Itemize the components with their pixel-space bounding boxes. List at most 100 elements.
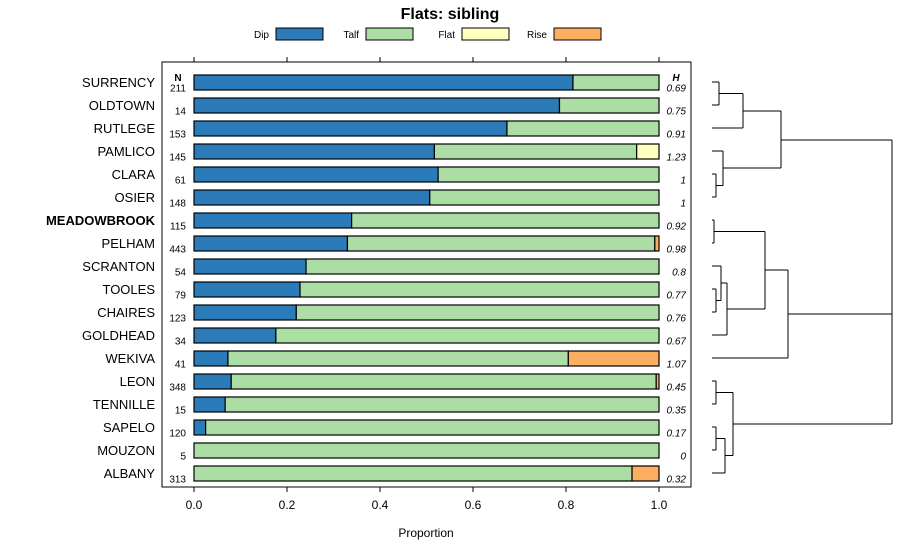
bar-segment-talf bbox=[351, 212, 660, 229]
bar-segment-dip bbox=[193, 143, 436, 160]
row-sapelo: SAPELO 120 0.17 bbox=[103, 419, 687, 440]
bar-segment-dip bbox=[193, 235, 349, 252]
h-value: 0.32 bbox=[667, 475, 687, 486]
legend-label-flat: Flat bbox=[438, 30, 455, 41]
site-label: MOUZON bbox=[97, 443, 155, 458]
x-tick-label: 0.0 bbox=[186, 498, 203, 512]
h-value: 0 bbox=[680, 452, 686, 463]
h-value: 1.07 bbox=[667, 360, 687, 371]
h-value: 0.69 bbox=[667, 84, 687, 95]
bar-segment-dip bbox=[193, 396, 226, 413]
h-value: 0.76 bbox=[667, 314, 687, 325]
h-value: 0.77 bbox=[667, 291, 687, 302]
legend-swatch-rise bbox=[553, 27, 602, 41]
site-label: PAMLICO bbox=[97, 144, 155, 159]
site-label: CHAIRES bbox=[97, 305, 155, 320]
h-value: 0.98 bbox=[667, 245, 687, 256]
bar-segment-dip bbox=[193, 258, 307, 275]
bar-segment-dip bbox=[193, 281, 301, 298]
bar-segment-talf bbox=[572, 74, 660, 91]
bar-segment-talf bbox=[193, 442, 660, 459]
legend-swatch-talf bbox=[365, 27, 414, 41]
plot-panel bbox=[161, 61, 692, 488]
bar-segment-dip bbox=[193, 97, 561, 114]
legend-swatch-flat bbox=[461, 27, 510, 41]
chart-title: Flats: sibling bbox=[401, 6, 500, 23]
bar-segment-dip bbox=[193, 212, 353, 229]
bar-segment-talf bbox=[205, 419, 660, 436]
bar-segment-flat bbox=[636, 143, 660, 160]
bar-segment-dip bbox=[193, 304, 297, 321]
x-tick-label: 0.6 bbox=[465, 498, 482, 512]
h-value: 0.91 bbox=[667, 130, 686, 141]
x-axis: 0.0 0.2 0.4 0.6 0.8 1.0 bbox=[186, 57, 668, 512]
h-column-header: H bbox=[672, 73, 680, 84]
h-value: 0.35 bbox=[667, 406, 687, 417]
site-label: OLDTOWN bbox=[89, 98, 155, 113]
bar-segment-rise bbox=[631, 465, 660, 482]
dendrogram bbox=[712, 81, 893, 474]
row-scranton: SCRANTON 54 0.8 bbox=[82, 258, 686, 279]
n-column-header: N bbox=[174, 73, 181, 84]
bar-segment-dip bbox=[193, 120, 508, 137]
bar-segment-rise bbox=[655, 373, 660, 390]
bar-segment-talf bbox=[227, 350, 569, 367]
bar-segment-talf bbox=[305, 258, 660, 275]
row-wekiva: WEKIVA 41 1.07 bbox=[105, 350, 687, 371]
bar-segment-talf bbox=[429, 189, 660, 206]
site-label: WEKIVA bbox=[105, 351, 155, 366]
bar-segment-talf bbox=[295, 304, 660, 321]
legend-label-rise: Rise bbox=[527, 30, 547, 41]
bar-segment-talf bbox=[437, 166, 660, 183]
row-albany: ALBANY 313 0.32 bbox=[104, 465, 687, 486]
n-value: 443 bbox=[169, 245, 186, 256]
site-label: CLARA bbox=[112, 167, 156, 182]
site-label: SCRANTON bbox=[82, 259, 155, 274]
h-value: 0.17 bbox=[667, 429, 687, 440]
site-label: RUTLEGE bbox=[94, 121, 156, 136]
h-value: 0.8 bbox=[672, 268, 686, 279]
bar-segment-dip bbox=[193, 74, 574, 91]
bar-segment-dip bbox=[193, 189, 431, 206]
row-surrency: SURRENCY 211 0.69 bbox=[82, 74, 687, 95]
row-goldhead: GOLDHEAD 34 0.67 bbox=[82, 327, 686, 348]
n-value: 148 bbox=[169, 199, 186, 210]
bar-segment-talf bbox=[193, 465, 633, 482]
row-osier: OSIER 148 1 bbox=[115, 189, 686, 210]
site-label: PELHAM bbox=[102, 236, 155, 251]
row-mouzon: MOUZON 5 0 bbox=[97, 442, 686, 463]
n-value: 61 bbox=[175, 176, 187, 187]
bar-segment-talf bbox=[275, 327, 660, 344]
bar-segment-talf bbox=[230, 373, 657, 390]
row-meadowbrook: MEADOWBROOK 115 0.92 bbox=[46, 212, 687, 233]
legend-swatch-dip bbox=[275, 27, 324, 41]
n-value: 115 bbox=[170, 222, 186, 233]
n-value: 14 bbox=[175, 107, 187, 118]
n-value: 5 bbox=[180, 452, 186, 463]
site-label: SAPELO bbox=[103, 420, 155, 435]
row-clara: CLARA 61 1 bbox=[112, 166, 686, 187]
rows: SURRENCY 211 0.69 OLDTOWN 14 0.75 RUTLEGE 153 0.… bbox=[46, 74, 687, 486]
row-pelham: PELHAM 443 0.98 bbox=[102, 235, 687, 256]
n-value: 120 bbox=[169, 429, 186, 440]
n-value: 34 bbox=[175, 337, 187, 348]
n-value: 123 bbox=[169, 314, 186, 325]
n-value: 15 bbox=[175, 406, 187, 417]
x-tick-label: 0.4 bbox=[372, 498, 389, 512]
h-value: 0.92 bbox=[667, 222, 687, 233]
bar-segment-talf bbox=[346, 235, 656, 252]
n-value: 41 bbox=[175, 360, 187, 371]
site-label: LEON bbox=[120, 374, 155, 389]
n-value: 79 bbox=[175, 291, 187, 302]
h-value: 1 bbox=[680, 176, 686, 187]
x-tick-label: 0.8 bbox=[558, 498, 575, 512]
bar-segment-rise bbox=[567, 350, 660, 367]
row-oldtown: OLDTOWN 14 0.75 bbox=[89, 97, 686, 118]
legend-label-talf: Talf bbox=[343, 30, 359, 41]
bar-segment-dip bbox=[193, 350, 229, 367]
bar-segment-dip bbox=[193, 419, 207, 436]
h-value: 1 bbox=[680, 199, 686, 210]
x-axis-label: Proportion bbox=[398, 526, 453, 540]
site-label: MEADOWBROOK bbox=[46, 213, 156, 228]
